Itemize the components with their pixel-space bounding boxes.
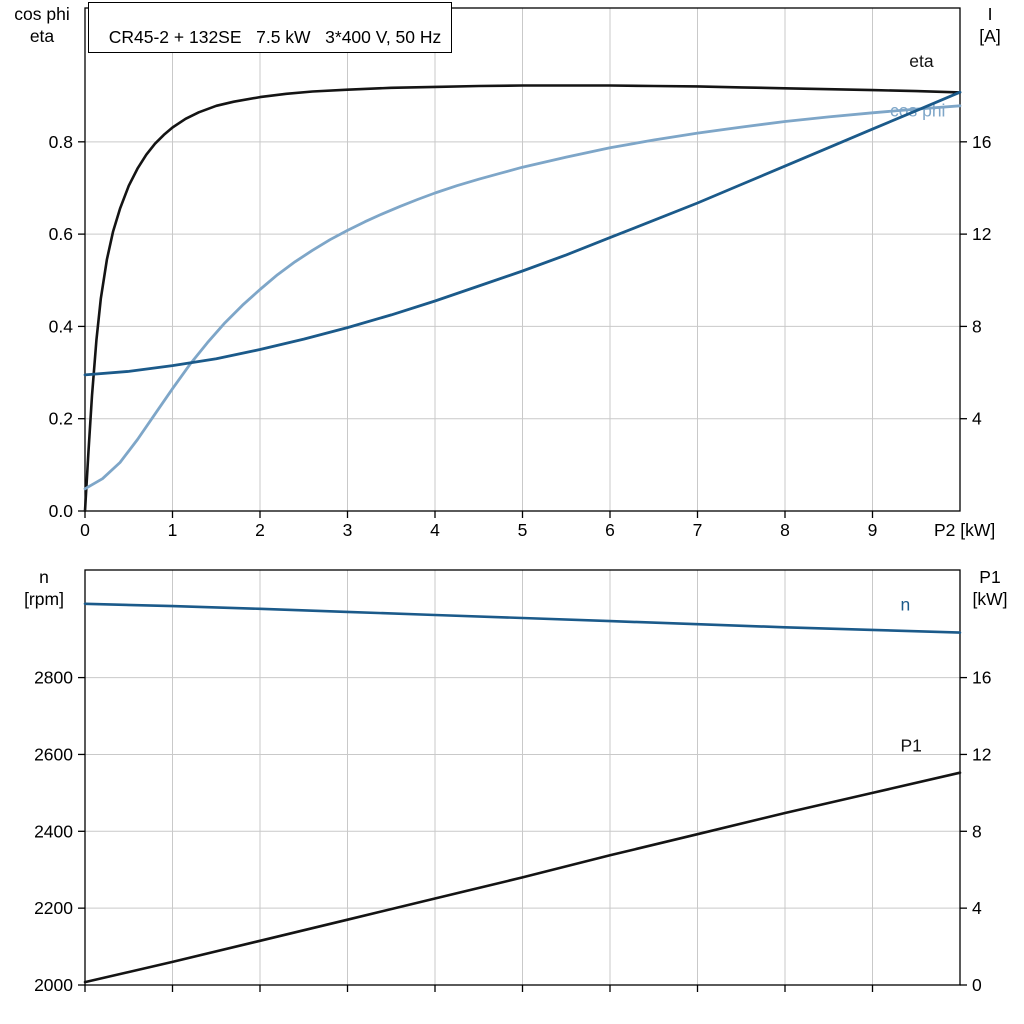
right-tick-label: 4 [972, 409, 982, 429]
series-eta [83, 84, 962, 513]
series-label-eta: eta [909, 51, 934, 71]
x-tick-label: 1 [168, 520, 178, 540]
tick-marks [78, 141, 967, 518]
left-tick-label: 0.4 [49, 316, 74, 336]
axis-title-P1: P1 [979, 567, 1001, 587]
series-label-speed-n: n [901, 594, 911, 614]
right-tick-label: 8 [972, 821, 982, 841]
axis-title-I: I [987, 4, 993, 24]
x-tick-label: 6 [605, 520, 615, 540]
series-power-P1 [83, 771, 962, 984]
x-axis-end-label: P2 [kW] [934, 520, 995, 540]
right-tick-label: 16 [972, 132, 991, 152]
right-tick-label: 12 [972, 224, 991, 244]
series-speed-n [83, 602, 962, 634]
left-tick-label: 2400 [34, 821, 73, 841]
axis-title-n: n [39, 567, 49, 587]
x-tick-label: 8 [780, 520, 790, 540]
left-tick-label: 0.2 [49, 409, 73, 429]
top-right-axis-title: I [A] [962, 3, 1018, 47]
x-tick-label: 0 [80, 520, 90, 540]
x-tick-label: 7 [693, 520, 703, 540]
x-tick-label: 9 [868, 520, 878, 540]
left-tick-label: 0.8 [49, 132, 73, 152]
right-tick-label: 4 [972, 898, 982, 918]
tick-labels: 2000 2200 2400 2600 2800 0 4 8 12 16 [34, 668, 991, 995]
right-tick-label: 12 [972, 744, 991, 764]
left-tick-label: 2000 [34, 975, 73, 995]
chart-title-box: CR45-2 + 132SE 7.5 kW 3*400 V, 50 Hz [88, 2, 453, 53]
left-tick-label: 2200 [34, 898, 73, 918]
bottom-left-axis-title: n [rpm] [2, 566, 86, 610]
motor-bottom-chart: 2000 2200 2400 2600 2800 0 4 8 12 16 n P1 [34, 569, 991, 995]
left-tick-label: 0.0 [49, 501, 74, 521]
top-left-axis-title: cos phi eta [0, 3, 84, 47]
bottom-right-axis-title: P1 [kW] [962, 566, 1018, 610]
axis-title-kw: [kW] [972, 589, 1008, 609]
chart-title: CR45-2 + 132SE 7.5 kW 3*400 V, 50 Hz [108, 27, 442, 47]
right-tick-label: 0 [972, 975, 982, 995]
series-label-power-P1: P1 [901, 736, 922, 756]
x-tick-label: 2 [255, 520, 265, 540]
axis-title-rpm: [rpm] [24, 589, 64, 609]
right-tick-label: 16 [972, 668, 991, 688]
motor-top-chart: 0 1 2 3 4 5 6 7 8 9 P2 [kW]0.00.20.40.60.8481216et… [49, 7, 996, 540]
right-tick-label: 8 [972, 316, 982, 336]
x-tick-label: 5 [518, 520, 528, 540]
series-cos-phi [83, 104, 962, 491]
left-tick-label: 2600 [34, 744, 73, 764]
gridlines [85, 8, 960, 511]
left-tick-label: 2800 [34, 668, 73, 688]
x-tick-label: 3 [343, 520, 353, 540]
left-tick-label: 0.6 [49, 224, 73, 244]
axis-title-eta: eta [29, 26, 55, 46]
axis-title-amps: [A] [979, 26, 1001, 46]
series-current-I [83, 90, 962, 377]
gridlines [85, 570, 960, 985]
x-tick-label: 4 [430, 520, 440, 540]
tick-marks [78, 676, 967, 992]
axis-title-cos-phi: cos phi [14, 4, 70, 24]
